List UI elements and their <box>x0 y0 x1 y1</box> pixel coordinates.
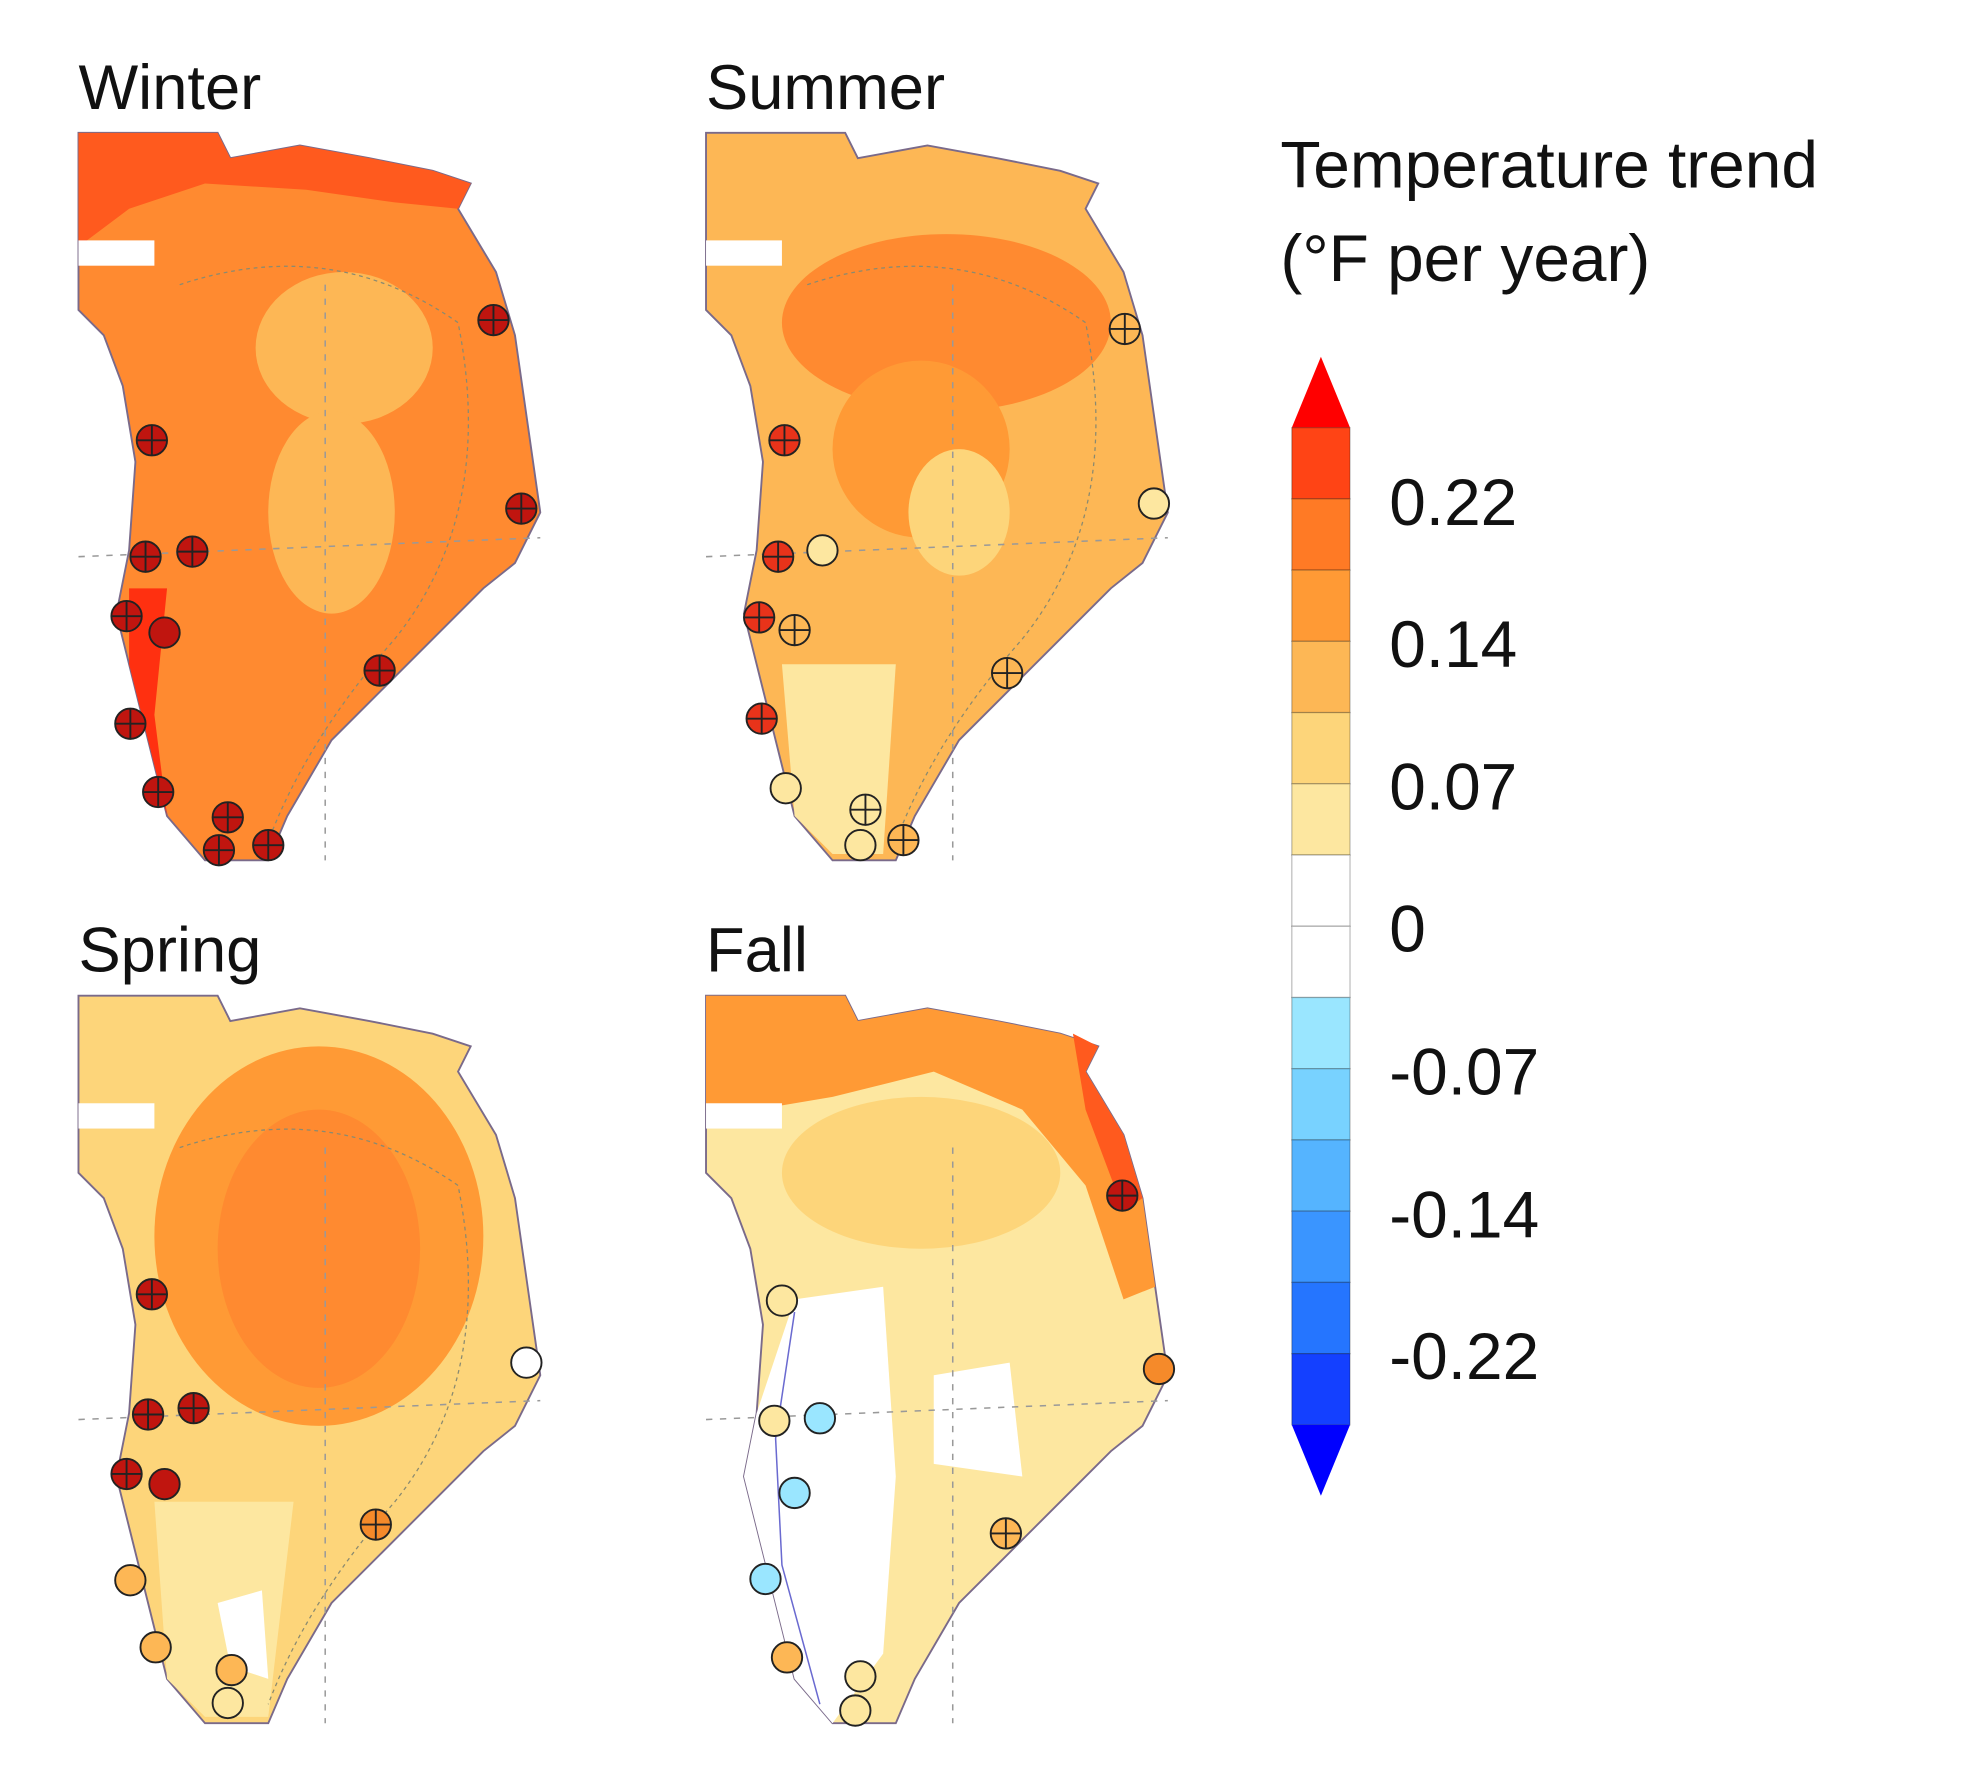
map-winter <box>77 131 542 862</box>
station-marker <box>1106 1179 1139 1212</box>
colorbar-segment <box>1291 640 1351 714</box>
station-marker <box>989 1517 1023 1550</box>
station-marker <box>770 1641 804 1674</box>
colorbar-segment <box>1291 1139 1351 1212</box>
station-marker <box>768 424 801 457</box>
colorbar-segment <box>1291 1068 1351 1141</box>
station-marker <box>129 540 162 573</box>
station-marker <box>148 616 181 649</box>
station-marker <box>849 793 882 826</box>
colorbar-under-triangle <box>1291 1424 1351 1496</box>
station-marker <box>211 801 244 834</box>
station-marker <box>844 829 877 862</box>
station-marker <box>991 656 1024 690</box>
station-marker <box>778 1476 811 1510</box>
panel-title-spring: Spring <box>78 916 261 986</box>
station-marker <box>743 601 776 634</box>
colorbar-over-triangle <box>1291 356 1351 428</box>
station-marker <box>477 303 510 337</box>
station-marker <box>505 492 538 525</box>
tick-label: -0.14 <box>1389 1177 1539 1251</box>
colorbar-segment <box>1291 569 1351 642</box>
colorbar <box>1291 356 1351 1496</box>
station-marker <box>252 829 285 862</box>
station-marker <box>202 834 236 867</box>
station-marker <box>778 613 811 647</box>
colorbar-segment <box>1291 711 1351 785</box>
station-marker <box>211 1686 244 1720</box>
colorbar-segment <box>1291 1281 1351 1355</box>
station-marker <box>114 1564 147 1597</box>
tick-label: -0.07 <box>1389 1034 1539 1108</box>
station-marker <box>114 707 147 740</box>
station-marker <box>758 1404 791 1437</box>
tick-label: 0.14 <box>1389 607 1517 681</box>
station-marker <box>762 540 795 573</box>
station-marker <box>148 1467 181 1501</box>
tick-label: 0.07 <box>1389 750 1517 824</box>
tick-label: 0 <box>1389 891 1426 965</box>
station-marker <box>749 1562 782 1596</box>
station-marker <box>887 823 920 857</box>
station-marker <box>765 1284 799 1317</box>
station-marker <box>135 424 168 457</box>
station-marker <box>363 654 396 687</box>
station-marker <box>142 775 175 809</box>
station-marker <box>806 534 839 567</box>
panel-title-summer: Summer <box>706 53 945 123</box>
station-marker <box>131 1398 165 1431</box>
legend-title-line1: Temperature trend <box>1280 127 1817 201</box>
station-marker <box>135 1278 168 1311</box>
station-marker <box>1108 312 1141 346</box>
colorbar-segment <box>1291 1210 1351 1284</box>
station-marker <box>359 1508 392 1541</box>
station-marker <box>769 772 802 805</box>
station-marker <box>110 1457 143 1491</box>
station-marker <box>1137 487 1171 520</box>
panel-title-winter: Winter <box>78 53 261 123</box>
colorbar-segment <box>1291 783 1351 856</box>
colorbar-segment <box>1291 996 1351 1070</box>
map-summer <box>705 131 1169 862</box>
station-marker <box>177 1392 210 1425</box>
colorbar-segment <box>1291 427 1351 500</box>
station-marker <box>176 535 209 568</box>
colorbar-segment <box>1291 498 1351 571</box>
tick-label: -0.22 <box>1389 1319 1539 1393</box>
colorbar-segment <box>1291 854 1351 927</box>
station-marker <box>803 1402 837 1435</box>
station-marker <box>139 1631 172 1664</box>
station-markers <box>110 303 1176 1727</box>
station-marker <box>110 600 143 633</box>
station-marker <box>745 702 778 735</box>
colorbar-segment <box>1291 925 1351 999</box>
legend-title-line2: (°F per year) <box>1280 221 1650 295</box>
map-fall <box>705 994 1169 1725</box>
station-marker <box>839 1694 872 1727</box>
station-marker <box>510 1346 543 1379</box>
station-marker <box>1142 1352 1176 1386</box>
station-marker <box>215 1653 248 1687</box>
colorbar-tick-labels: 0.22 0.14 0.07 0 -0.07 -0.14 -0.22 <box>1389 465 1539 1393</box>
tick-label: 0.22 <box>1389 465 1517 539</box>
panel-title-fall: Fall <box>706 916 808 986</box>
station-marker <box>844 1660 877 1693</box>
map-spring <box>77 994 542 1725</box>
colorbar-segment <box>1291 1353 1351 1426</box>
